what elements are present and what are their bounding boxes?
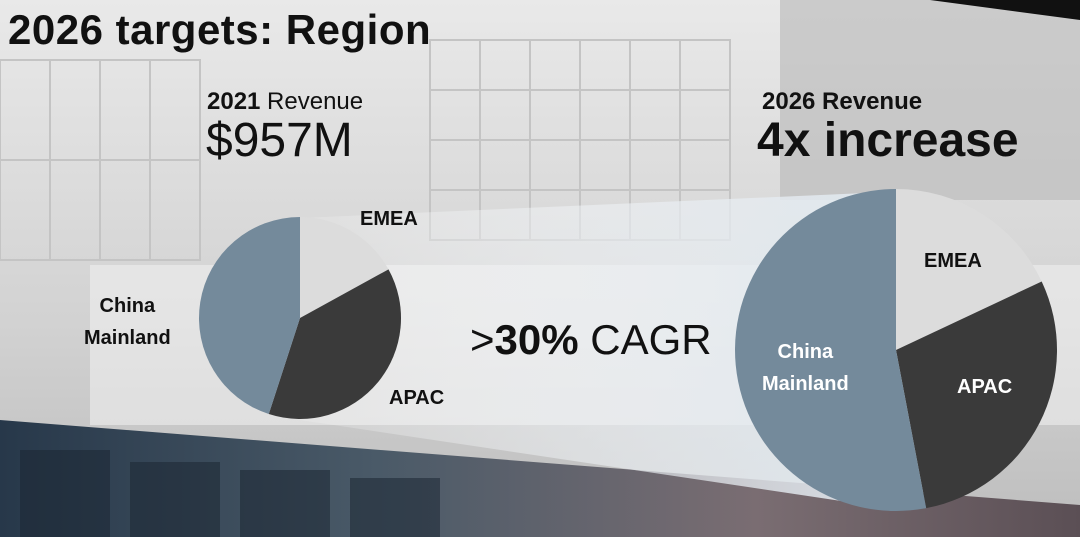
left-revenue-value: $957M xyxy=(206,114,353,167)
left-year: 2021 xyxy=(207,88,261,115)
cagr-number: 30% xyxy=(494,316,579,363)
pie-chart-2021 xyxy=(198,217,402,420)
left-chart-subtitle: 2021 Revenue xyxy=(207,88,363,116)
storefront-windows xyxy=(20,450,440,537)
left-subtitle-rest: Revenue xyxy=(260,88,364,115)
cagr-prefix: > xyxy=(470,316,495,363)
left-label-emea: EMEA xyxy=(360,208,418,230)
mural-wall xyxy=(780,0,1080,200)
pie-chart-2026 xyxy=(735,189,1058,512)
left-label-china: China Mainland xyxy=(84,295,171,349)
projection-beam xyxy=(300,192,888,508)
left-label-apac: APAC xyxy=(389,387,445,409)
pie-2026-slice-china-mainland xyxy=(735,189,927,512)
right-label-emea: EMEA xyxy=(924,250,982,272)
building-facade xyxy=(0,39,731,261)
pie-2021-slice-china-mainland xyxy=(198,217,300,415)
corner-accent xyxy=(930,0,1080,20)
right-chart-subtitle: 2026 Revenue xyxy=(762,88,923,115)
pie-2026-slice-emea xyxy=(896,189,1042,350)
cagr-label: >30% CAGR xyxy=(470,316,712,364)
pie-2021-slice-apac xyxy=(268,269,402,420)
cagr-suffix: CAGR xyxy=(578,316,712,363)
pie-2021-slice-emea xyxy=(300,217,389,318)
pie-2026-slice-apac xyxy=(896,281,1058,509)
right-label-china: China Mainland xyxy=(762,341,849,395)
right-revenue-value: 4x increase xyxy=(757,114,1019,167)
right-label-apac: APAC xyxy=(957,376,1013,398)
page-title: 2026 targets: Region xyxy=(8,6,432,53)
